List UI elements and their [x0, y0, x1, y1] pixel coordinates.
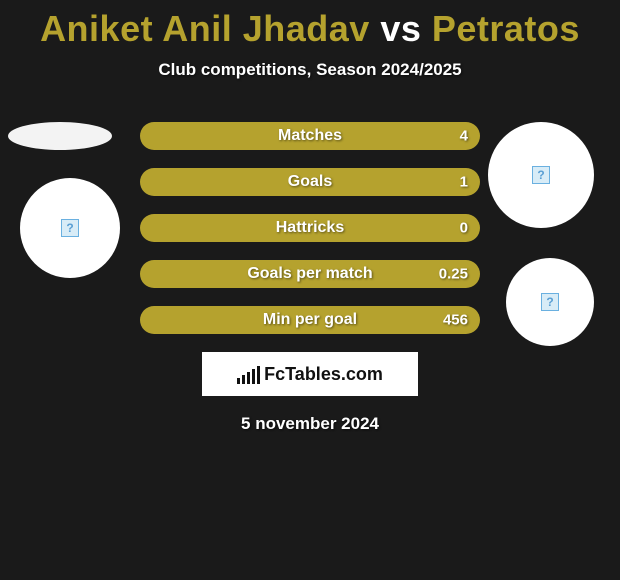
- subtitle: Club competitions, Season 2024/2025: [0, 60, 620, 80]
- image-placeholder-icon: ?: [61, 219, 79, 237]
- image-placeholder-icon: ?: [532, 166, 550, 184]
- stat-bar-value: 456: [443, 312, 468, 329]
- player2-name: Petratos: [432, 8, 580, 49]
- player1-avatar-circle: ?: [20, 178, 120, 278]
- player2-avatar-circle-lower: ?: [506, 258, 594, 346]
- stat-bar-value: 1: [460, 174, 468, 191]
- stat-bar-label: Hattricks: [276, 219, 344, 237]
- stat-bar: Matches 4: [140, 122, 480, 150]
- stat-bar: Goals per match 0.25: [140, 260, 480, 288]
- stat-bar: Hattricks 0: [140, 214, 480, 242]
- decorative-ellipse-left: [8, 122, 112, 150]
- image-placeholder-icon: ?: [541, 293, 559, 311]
- page-title: Aniket Anil Jhadav vs Petratos: [0, 0, 620, 50]
- vs-text: vs: [370, 8, 432, 49]
- logo-chart-icon: [237, 364, 260, 384]
- stat-bar-value: 4: [460, 128, 468, 145]
- stat-bar-label: Goals: [288, 173, 332, 191]
- stat-bar-value: 0.25: [439, 266, 468, 283]
- stat-bar: Goals 1: [140, 168, 480, 196]
- logo-text: FcTables.com: [264, 364, 383, 385]
- date-text: 5 november 2024: [0, 414, 620, 434]
- stat-bar-value: 0: [460, 220, 468, 237]
- stat-bar-label: Min per goal: [263, 311, 357, 329]
- stat-bar-label: Goals per match: [247, 265, 372, 283]
- logo-box: FcTables.com: [202, 352, 418, 396]
- stat-bar-label: Matches: [278, 127, 342, 145]
- player2-avatar-circle-upper: ?: [488, 122, 594, 228]
- player1-name: Aniket Anil Jhadav: [40, 8, 370, 49]
- stat-bar: Min per goal 456: [140, 306, 480, 334]
